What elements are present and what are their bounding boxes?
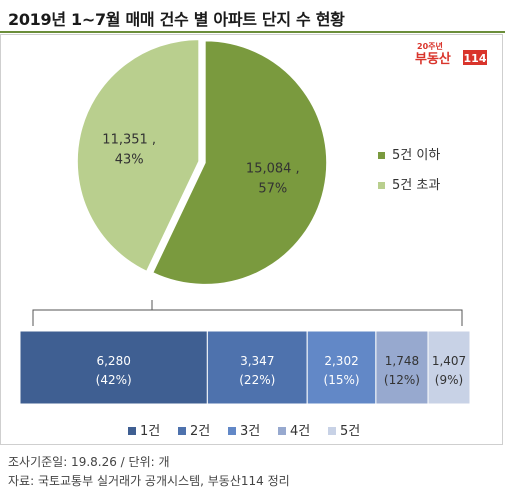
bar-legend-label: 1건 bbox=[140, 424, 160, 439]
bar-segment-5 bbox=[427, 330, 471, 405]
bar-percent-label: (42%) bbox=[96, 373, 132, 387]
logo-badge-text: 20주년 bbox=[417, 41, 443, 51]
pie-value-label: 11,351 , bbox=[102, 132, 156, 147]
pie-percent-label: 43% bbox=[115, 152, 144, 167]
logo-number-box bbox=[463, 50, 487, 65]
bar-segment-4 bbox=[375, 330, 429, 405]
bar-value-label: 3,347 bbox=[240, 354, 274, 368]
bar-legend-label: 3건 bbox=[240, 424, 260, 439]
logo-number-text: 114 bbox=[464, 52, 487, 65]
bar-legend-swatch bbox=[278, 427, 286, 435]
pie-legend-label: 5건 초과 bbox=[392, 178, 440, 193]
footer-note: 조사기준일: 19.8.26 / 단위: 개 bbox=[8, 455, 170, 469]
bar-legend-label: 5건 bbox=[340, 424, 360, 439]
pie-value-label: 15,084 , bbox=[246, 162, 300, 177]
bar-percent-label: (22%) bbox=[239, 373, 275, 387]
bar-legend-swatch bbox=[128, 427, 136, 435]
pie-legend-swatch bbox=[378, 152, 385, 159]
chart-title: 2019년 1~7월 매매 건수 별 아파트 단지 수 현황 bbox=[8, 10, 345, 29]
title-divider bbox=[0, 31, 505, 33]
logo-brand-text: 부동산 bbox=[415, 51, 451, 66]
pie-percent-label: 57% bbox=[258, 182, 287, 197]
pie-slice-1 bbox=[151, 39, 328, 286]
bar-value-label: 1,748 bbox=[385, 354, 419, 368]
connector-bracket bbox=[32, 300, 463, 326]
bar-segment-1 bbox=[19, 330, 208, 405]
bar-value-label: 6,280 bbox=[96, 354, 130, 368]
bar-legend-swatch bbox=[328, 427, 336, 435]
pie-legend-label: 5건 이하 bbox=[392, 148, 440, 163]
brand-logo: 20주년 부동산 114 bbox=[415, 41, 487, 66]
bar-legend-label: 4건 bbox=[290, 424, 310, 439]
bar-value-label: 1,407 bbox=[432, 354, 466, 368]
bar-percent-label: (15%) bbox=[324, 373, 360, 387]
pie-slice-2 bbox=[76, 38, 200, 273]
footer-source: 자료: 국토교통부 실거래가 공개시스템, 부동산114 정리 bbox=[8, 474, 290, 488]
bar-segment-2 bbox=[206, 330, 308, 405]
bar-segment-3 bbox=[306, 330, 377, 405]
bar-legend-swatch bbox=[228, 427, 236, 435]
bar-percent-label: (9%) bbox=[435, 373, 463, 387]
chart-frame bbox=[0, 34, 503, 445]
bar-legend-swatch bbox=[178, 427, 186, 435]
bar-legend-label: 2건 bbox=[190, 424, 210, 439]
bar-value-label: 2,302 bbox=[324, 354, 358, 368]
bar-percent-label: (12%) bbox=[384, 373, 420, 387]
pie-legend-swatch bbox=[378, 182, 385, 189]
